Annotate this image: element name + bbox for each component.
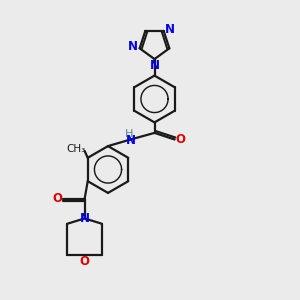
Text: N: N [165, 23, 175, 36]
Text: O: O [175, 133, 185, 146]
Text: N: N [125, 134, 136, 147]
Text: N: N [128, 40, 138, 53]
Text: H: H [125, 129, 133, 140]
Text: O: O [52, 192, 63, 206]
Text: O: O [80, 255, 90, 268]
Text: N: N [149, 58, 160, 72]
Text: CH₃: CH₃ [67, 143, 86, 154]
Text: N: N [80, 212, 90, 225]
